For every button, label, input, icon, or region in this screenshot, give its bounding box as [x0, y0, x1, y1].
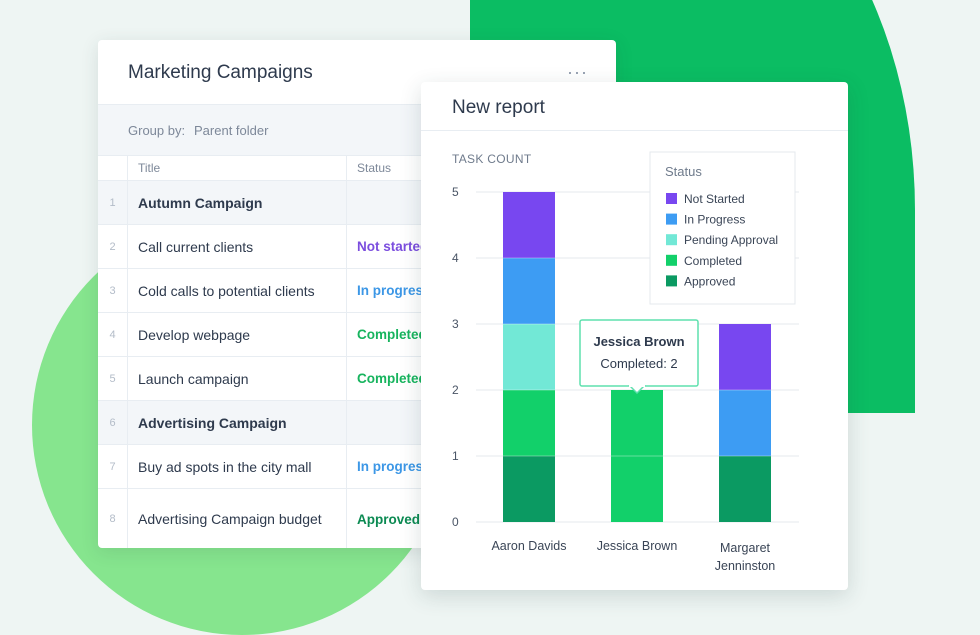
y-tick-label: 4	[452, 251, 459, 265]
y-tick-label: 0	[452, 515, 459, 529]
row-title[interactable]: Cold calls to potential clients	[127, 268, 347, 313]
y-axis-label: TASK COUNT	[452, 152, 532, 166]
row-number: 2	[98, 224, 128, 269]
row-title[interactable]: Autumn Campaign	[127, 180, 347, 225]
legend-label: Approved	[684, 274, 735, 288]
bar-segment	[503, 456, 555, 522]
bar-segment	[719, 456, 771, 522]
report-header: New report	[421, 82, 848, 131]
group-by-value[interactable]: Parent folder	[194, 123, 269, 138]
column-header-number	[98, 156, 128, 181]
legend-swatch	[666, 254, 677, 266]
row-title[interactable]: Call current clients	[127, 224, 347, 269]
legend-swatch	[666, 193, 677, 204]
row-title[interactable]: Develop webpage	[127, 312, 347, 357]
x-tick-label: Aaron Davids	[491, 539, 566, 553]
y-tick-label: 2	[452, 383, 459, 397]
legend-label: Pending Approval	[684, 233, 778, 247]
bar-segment	[611, 390, 663, 522]
tooltip-box	[579, 319, 699, 387]
row-title[interactable]: Advertising Campaign	[127, 400, 347, 445]
group-by-label: Group by:	[128, 123, 186, 138]
y-tick-label: 1	[452, 449, 459, 463]
row-title[interactable]: Buy ad spots in the city mall	[127, 444, 347, 489]
legend-swatch	[666, 213, 677, 225]
bar-segment	[719, 390, 771, 456]
row-number: 4	[98, 312, 128, 357]
column-header-title[interactable]: Title	[127, 156, 347, 181]
legend-title: Status	[665, 164, 702, 179]
card-header: Marketing Campaigns ···	[98, 40, 616, 105]
legend-label: Completed	[684, 254, 742, 268]
row-number: 6	[98, 400, 128, 445]
new-report-card: New report TASK COUNT 0 1 2 3 4 5 Aaron Davids J…	[421, 82, 848, 590]
row-number: 7	[98, 444, 128, 489]
y-tick-label: 5	[452, 185, 459, 199]
tooltip-name: Jessica Brown	[593, 334, 684, 349]
x-tick-label: Margaret	[720, 541, 771, 555]
row-number: 3	[98, 268, 128, 313]
row-number: 5	[98, 356, 128, 401]
tooltip-arrow-mask	[629, 384, 645, 387]
bar-segment	[719, 324, 771, 390]
row-title[interactable]: Advertising Campaign budget	[127, 488, 347, 548]
legend-swatch	[666, 275, 677, 287]
more-options-icon[interactable]: ···	[567, 62, 588, 82]
row-number: 1	[98, 180, 128, 225]
x-tick-label: Jessica Brown	[597, 539, 678, 553]
legend-label: Not Started	[684, 192, 745, 206]
bar-segment	[503, 390, 555, 456]
task-count-chart: TASK COUNT 0 1 2 3 4 5 Aaron Davids Jessica Brow…	[452, 151, 799, 573]
tooltip-value: Completed: 2	[600, 356, 677, 371]
legend-label: In Progress	[684, 213, 745, 227]
report-title: New report	[452, 97, 545, 118]
bar-segment	[503, 324, 555, 390]
x-tick-label: Jenninston	[715, 559, 776, 573]
row-title[interactable]: Launch campaign	[127, 356, 347, 401]
legend-swatch	[666, 234, 677, 246]
bar-segment	[503, 192, 555, 258]
bar-segment	[503, 258, 555, 324]
card-title: Marketing Campaigns	[128, 62, 313, 83]
y-tick-label: 3	[452, 317, 459, 331]
row-number: 8	[98, 488, 128, 548]
